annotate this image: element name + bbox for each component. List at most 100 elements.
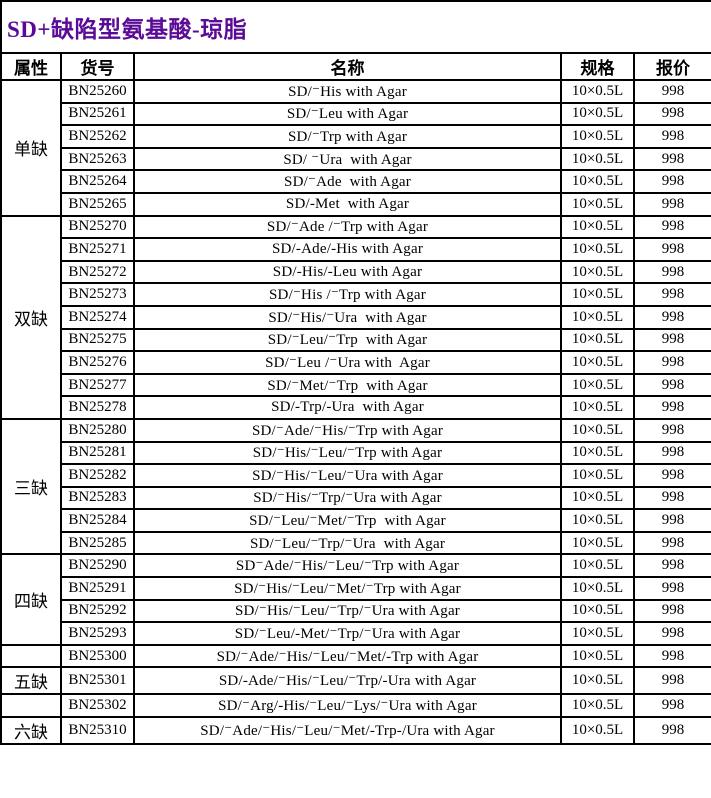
price-cell: 998 [632,666,711,696]
catalog-number-cell: BN25278 [60,395,135,420]
catalog-number-cell: BN25291 [60,576,135,601]
product-price-table: SD+缺陷型氨基酸-琼脂 属性 货号 名称 规格 报价 单缺 BN25260 SD/… [0,0,711,746]
price-cell: 998 [632,327,711,353]
product-name-cell: SD/⁻His with Agar [133,79,562,104]
product-name-cell: SD/⁻His/⁻Leu/⁻Trp with Agar [133,440,562,466]
product-name-cell: SD/-His/-Leu with Agar [133,259,562,285]
table-row: 四缺 BN25290 SD⁻Ade/⁻His/⁻Leu/⁻Trp with Agar… [0,553,711,646]
price-cell: 998 [632,598,711,624]
table-row: 五缺 BN25301 SD/-Ade/⁻His/⁻Leu/⁻Trp/-Ura wit… [0,666,711,696]
table-row: BN25264 SD/⁻Ade with Agar 10×0.5L 998 [1,169,711,194]
product-name-cell: SD/⁻His/⁻Leu/⁻Ura with Agar [133,463,562,488]
catalog-number-cell: BN25277 [60,372,135,398]
price-cell: 998 [632,169,711,194]
table-row: 三缺 BN25280 SD/⁻Ade/⁻His/⁻Trp with Agar 10×0… [0,417,711,556]
table-row: BN25291 SD/⁻His/⁻Leu/⁻Met/⁻Trp with Agar 1… [1,576,711,601]
spec-cell: 10×0.5L [560,440,635,466]
column-header-spec: 规格 [560,52,635,81]
product-name-cell: SD/⁻Leu/⁻Trp/⁻Ura with Agar [133,530,562,556]
product-name-cell: SD/⁻Ade/⁻His/⁻Leu/⁻Met/-Trp-/Ura with Ag… [133,716,562,746]
price-cell: 998 [632,259,711,285]
price-cell: 998 [632,101,711,127]
spec-cell: 10×0.5L [560,350,635,375]
price-cell: 998 [632,304,711,330]
product-name-cell: SD/-Ade/-His with Agar [133,237,562,262]
catalog-number-cell: BN25275 [60,327,135,353]
catalog-number-cell: BN25264 [60,169,135,194]
table-row: BN25272 SD/-His/-Leu with Agar 10×0.5L 998 [1,259,711,285]
product-name-cell: SD/⁻His/⁻Leu/⁻Met/⁻Trp with Agar [133,576,562,601]
table-row: BN25293 SD/⁻Leu/-Met/⁻Trp/⁻Ura with Agar 1… [1,621,711,646]
product-name-cell: SD/⁻Arg/-His/⁻Leu/⁻Lys/⁻Ura with Agar [133,693,562,719]
catalog-number-cell: BN25290 [60,553,135,579]
column-header-name: 名称 [133,52,562,81]
catalog-number-cell: BN25276 [60,350,135,375]
price-cell: 998 [632,79,711,104]
table-row: BN25281 SD/⁻His/⁻Leu/⁻Trp with Agar 10×0.5… [1,440,711,466]
catalog-number-cell: BN25274 [60,304,135,330]
group-label-cell [0,643,62,669]
column-header-catalog-number: 货号 [60,52,135,81]
table-row: BN25282 SD/⁻His/⁻Leu/⁻Ura with Agar 10×0.5… [1,463,711,488]
price-cell: 998 [632,508,711,533]
spec-cell: 10×0.5L [560,214,635,240]
price-cell: 998 [632,463,711,488]
product-name-cell: SD/-Met with Agar [133,191,562,217]
table-row: BN25300 SD/⁻Ade/⁻His/⁻Leu/⁻Met/-Trp with … [0,643,711,669]
product-name-cell: SD/⁻Ade/⁻His/⁻Leu/⁻Met/-Trp with Agar [133,643,562,669]
product-name-cell: SD/⁻Ade/⁻His/⁻Trp with Agar [133,417,562,443]
group-label-cell: 四缺 [0,553,62,646]
group-label-cell: 双缺 [0,214,62,420]
price-cell: 998 [632,372,711,398]
catalog-number-cell: BN25310 [60,716,135,746]
group-label-cell: 单缺 [0,79,62,217]
price-cell: 998 [632,485,711,511]
table-row: BN25261 SD/⁻Leu with Agar 10×0.5L 998 [1,101,711,127]
price-cell: 998 [632,417,711,443]
group-label-cell: 三缺 [0,417,62,556]
catalog-number-cell: BN25281 [60,440,135,466]
table-row: BN25284 SD/⁻Leu/⁻Met/⁻Trp with Agar 10×0.5… [1,508,711,533]
spec-cell: 10×0.5L [560,530,635,556]
spec-cell: 10×0.5L [560,191,635,217]
price-cell: 998 [632,395,711,420]
price-cell: 998 [632,576,711,601]
table-row: 双缺 BN25270 SD/⁻Ade /⁻Trp with Agar 10×0.5L 9… [0,214,711,420]
header-row: 属性 货号 名称 规格 报价 [0,52,711,81]
price-cell: 998 [632,440,711,466]
price-cell: 998 [632,237,711,262]
catalog-number-cell: BN25301 [60,666,135,696]
product-name-cell: SD/ ⁻Ura with Agar [133,146,562,172]
product-name-cell: SD/⁻His /⁻Trp with Agar [133,282,562,307]
table-row: BN25273 SD/⁻His /⁻Trp with Agar 10×0.5L 998 [1,282,711,307]
table-body: 单缺 BN25260 SD/⁻His with Agar 10×0.5L 998 BN25… [0,79,711,746]
spec-cell: 10×0.5L [560,621,635,646]
catalog-number-cell: BN25292 [60,598,135,624]
spec-cell: 10×0.5L [560,124,635,149]
spec-cell: 10×0.5L [560,666,635,696]
product-name-cell: SD/⁻His/⁻Trp/⁻Ura with Agar [133,485,562,511]
group-label-cell: 六缺 [0,716,62,746]
spec-cell: 10×0.5L [560,576,635,601]
price-cell: 998 [632,282,711,307]
spec-cell: 10×0.5L [560,169,635,194]
column-header-attribute: 属性 [0,52,62,81]
group-label-cell: 五缺 [0,666,62,696]
product-name-cell: SD/-Trp/-Ura with Agar [133,395,562,420]
table-row: BN25283 SD/⁻His/⁻Trp/⁻Ura with Agar 10×0.5… [1,485,711,511]
spec-cell: 10×0.5L [560,237,635,262]
catalog-number-cell: BN25293 [60,621,135,646]
spec-cell: 10×0.5L [560,716,635,746]
catalog-number-cell: BN25273 [60,282,135,307]
price-cell: 998 [632,191,711,217]
catalog-number-cell: BN25280 [60,417,135,443]
spec-cell: 10×0.5L [560,101,635,127]
price-cell: 998 [632,621,711,646]
catalog-number-cell: BN25272 [60,259,135,285]
table-row: BN25262 SD/⁻Trp with Agar 10×0.5L 998 [1,124,711,149]
price-cell: 998 [632,693,711,719]
catalog-number-cell: BN25282 [60,463,135,488]
title-row: SD+缺陷型氨基酸-琼脂 [0,0,711,54]
catalog-number-cell: BN25262 [60,124,135,149]
spec-cell: 10×0.5L [560,304,635,330]
